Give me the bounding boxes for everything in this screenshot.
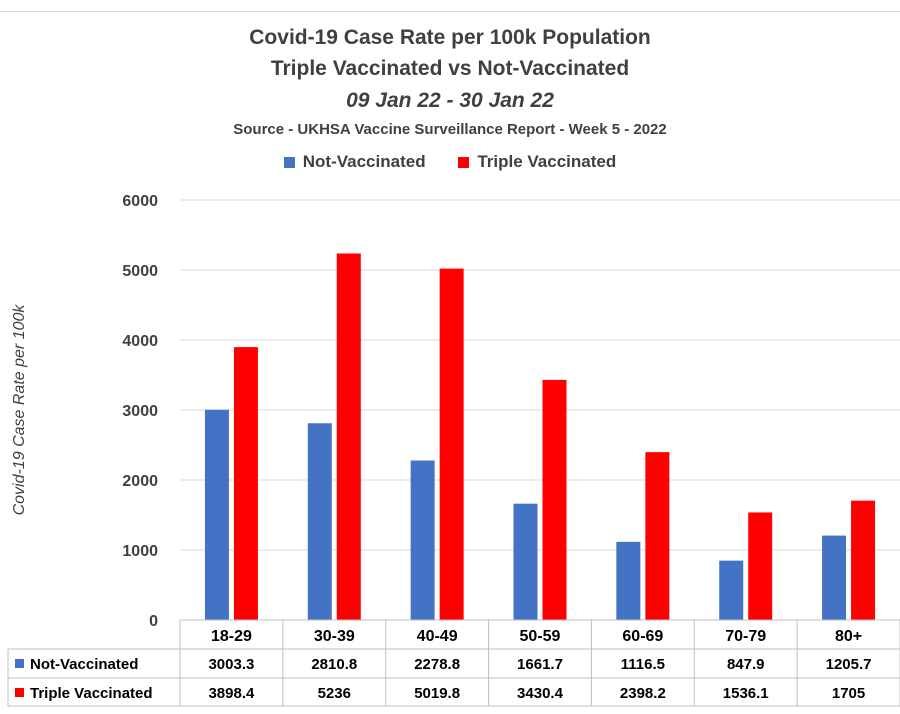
x-tick-label: 50-59	[520, 628, 561, 645]
top-divider	[0, 11, 900, 12]
bar-not-vaccinated-60-69	[616, 541, 641, 620]
y-tick-label: 6000	[122, 193, 158, 210]
chart-subtitle: 09 Jan 22 - 30 Jan 22	[346, 89, 554, 112]
x-tick-label: 60-69	[622, 628, 663, 645]
y-tick-label: 5000	[122, 263, 158, 280]
legend-item-not-vaccinated: Not-Vaccinated	[283, 152, 426, 172]
legend-label-not-vaccinated: Not-Vaccinated	[302, 152, 426, 171]
data-table-value: 847.9	[727, 656, 765, 673]
y-tick-label: 2000	[122, 473, 158, 490]
table-key-swatch	[15, 659, 24, 668]
y-tick-label: 1000	[122, 543, 158, 560]
legend-swatch-not-vaccinated	[283, 156, 295, 168]
data-table-value: 5019.8	[414, 685, 460, 702]
data-table-value: 2278.8	[414, 656, 460, 673]
bar-triple-vaccinated-40-49	[439, 268, 464, 620]
x-tick-label: 30-39	[314, 628, 355, 645]
legend: Not-Vaccinated Triple Vaccinated	[0, 152, 900, 173]
legend-label-triple-vaccinated: Triple Vaccinated	[477, 152, 617, 171]
y-tick-label: 4000	[122, 333, 158, 350]
data-table-value: 1205.7	[826, 656, 872, 673]
chart-source: Source - UKHSA Vaccine Surveillance Repo…	[233, 121, 667, 138]
y-tick-label: 3000	[122, 403, 158, 420]
bar-not-vaccinated-18-29	[204, 409, 229, 620]
legend-swatch-triple-vaccinated	[458, 156, 470, 168]
data-table-value: 2810.8	[311, 656, 357, 673]
chart-title: Covid-19 Case Rate per 100k Population	[249, 26, 651, 49]
data-table-value: 1661.7	[517, 656, 563, 673]
data-table-value: 1116.5	[621, 656, 665, 673]
bar-not-vaccinated-80-	[822, 535, 847, 620]
bar-triple-vaccinated-18-29	[233, 347, 258, 620]
chart-title-line2: Triple Vaccinated vs Not-Vaccinated	[270, 57, 630, 80]
y-tick-label: 0	[149, 613, 158, 630]
bar-not-vaccinated-70-79	[719, 560, 744, 620]
bar-not-vaccinated-50-59	[513, 503, 538, 620]
bar-triple-vaccinated-70-79	[748, 512, 773, 620]
bar-not-vaccinated-30-39	[307, 423, 332, 620]
legend-item-triple-vaccinated: Triple Vaccinated	[458, 152, 616, 172]
data-table-value: 5236	[318, 685, 351, 702]
table-key-swatch	[15, 688, 24, 697]
data-table-value: 1536.1	[723, 685, 769, 702]
data-table-value: 3898.4	[208, 685, 255, 702]
data-table-value: 3003.3	[208, 656, 254, 673]
data-table-value: 1705	[832, 685, 865, 702]
data-table-value: 2398.2	[620, 685, 666, 702]
x-tick-label: 80+	[835, 628, 862, 645]
x-tick-label: 70-79	[725, 628, 766, 645]
table-row-label: Not-Vaccinated	[30, 656, 138, 673]
bar-triple-vaccinated-50-59	[542, 379, 567, 620]
bar-triple-vaccinated-60-69	[645, 452, 670, 620]
bar-triple-vaccinated-80-	[851, 500, 876, 620]
data-table-value: 3430.4	[517, 685, 564, 702]
bar-not-vaccinated-40-49	[410, 460, 435, 620]
x-tick-label: 18-29	[211, 628, 252, 645]
x-tick-label: 40-49	[417, 628, 458, 645]
table-row-label: Triple Vaccinated	[30, 685, 153, 702]
bar-triple-vaccinated-30-39	[336, 253, 361, 621]
